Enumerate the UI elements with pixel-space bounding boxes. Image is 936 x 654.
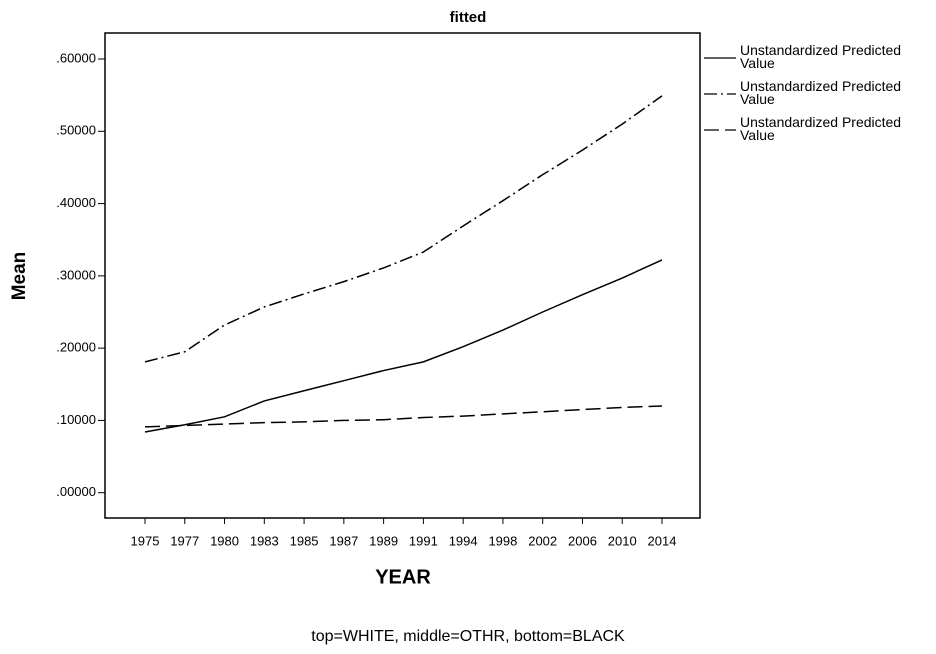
x-tick-label: 1983 — [250, 533, 279, 548]
y-axis-label: Mean — [9, 252, 30, 301]
x-tick-label: 1994 — [449, 533, 478, 548]
x-tick-label: 1998 — [488, 533, 517, 548]
plot-frame — [104, 32, 701, 519]
y-tick-label: .20000 — [56, 340, 96, 355]
y-tick-label: .00000 — [56, 484, 96, 499]
x-tick-label: 1987 — [329, 533, 358, 548]
x-tick-label: 1980 — [210, 533, 239, 548]
chart-title: fitted — [450, 9, 487, 26]
y-tick-label: .30000 — [56, 267, 96, 282]
x-tick-label: 2010 — [608, 533, 637, 548]
footnote: top=WHITE, middle=OTHR, bottom=BLACK — [311, 628, 625, 645]
x-tick-label: 2002 — [528, 533, 557, 548]
legend-label: Unstandardized Predicted Value — [740, 78, 902, 107]
y-tick-label: .50000 — [56, 123, 96, 138]
series-line — [144, 95, 663, 363]
x-tick-label: 1985 — [290, 533, 319, 548]
legend-label: Unstandardized Predicted Value — [740, 42, 902, 71]
series-line — [144, 259, 663, 433]
x-tick-label: 1989 — [369, 533, 398, 548]
legend-label: Unstandardized Predicted Value — [740, 114, 902, 143]
x-tick-label: 2014 — [648, 533, 677, 548]
x-tick-label: 1977 — [170, 533, 199, 548]
x-tick-label: 1991 — [409, 533, 438, 548]
x-axis-label: YEAR — [375, 566, 431, 588]
x-tick-label: 1975 — [131, 533, 160, 548]
y-tick-label: .40000 — [56, 195, 96, 210]
y-tick-label: .60000 — [56, 50, 96, 65]
series-line — [144, 405, 663, 428]
x-tick-label: 2006 — [568, 533, 597, 548]
y-tick-label: .10000 — [56, 412, 96, 427]
